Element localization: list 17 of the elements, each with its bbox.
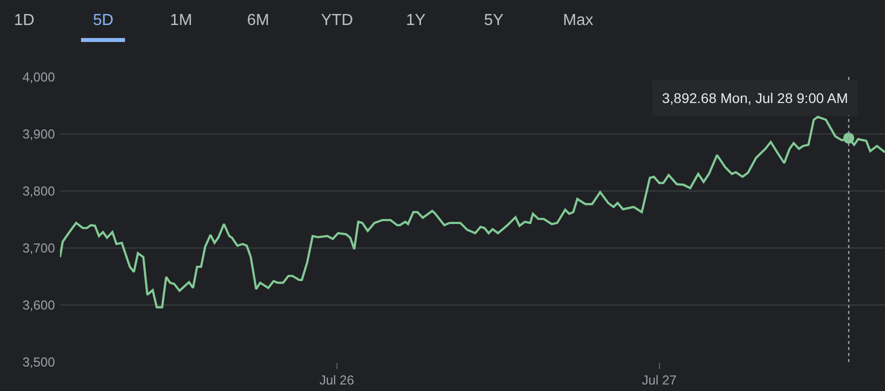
annotation: 3,892.68 Mon, Jul 28 9:00 AM: [662, 90, 848, 106]
text: 5D: [93, 12, 114, 29]
text: YTD: [321, 12, 353, 29]
text: 1M: [170, 12, 192, 29]
text: 1Y: [406, 12, 426, 29]
y-tick-label: 3,500: [22, 354, 55, 370]
y-tick-label: 3,800: [22, 184, 55, 199]
x-tick-label: Jul 26: [319, 372, 354, 388]
text: Max: [563, 12, 594, 29]
y-tick-label: 4,000: [22, 70, 55, 85]
y-tick-label: 3,600: [22, 298, 55, 313]
text: 5Y: [484, 12, 504, 29]
y-tick-label: 3,700: [22, 240, 55, 256]
x-tick-label: Jul 27: [642, 372, 677, 388]
y-tick-label: 3,900: [22, 126, 55, 142]
text: 1D: [14, 12, 34, 29]
text: 6M: [247, 12, 270, 29]
